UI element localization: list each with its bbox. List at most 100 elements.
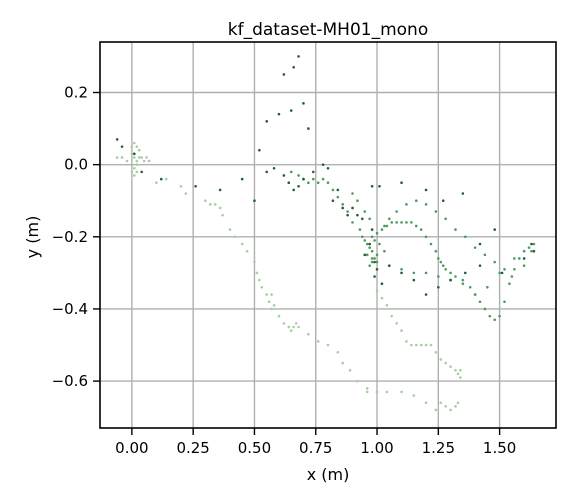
data-point [336, 350, 340, 354]
data-point [478, 264, 482, 267]
data-point [115, 156, 119, 159]
data-point [282, 73, 286, 76]
data-point [255, 271, 259, 275]
data-point [194, 185, 197, 188]
data-point [459, 368, 462, 372]
data-point [434, 350, 438, 354]
data-point [444, 405, 447, 408]
data-point [449, 365, 452, 368]
data-point [233, 235, 237, 239]
data-point [486, 286, 489, 289]
data-point [147, 159, 151, 163]
x-tick-label: 0.50 [238, 439, 271, 457]
data-point [120, 145, 124, 148]
data-point [383, 249, 386, 253]
data-point [424, 293, 428, 296]
data-point [297, 185, 300, 188]
data-point [483, 253, 487, 257]
data-point [133, 174, 136, 177]
data-points [115, 55, 536, 412]
data-point [311, 170, 315, 174]
data-point [493, 318, 497, 322]
data-point [444, 267, 447, 271]
data-point [272, 304, 276, 307]
data-point [449, 271, 452, 275]
data-point [390, 314, 394, 318]
data-point [289, 109, 293, 112]
data-point [522, 264, 526, 267]
data-point [130, 152, 134, 156]
data-point [493, 260, 497, 264]
data-point [321, 177, 325, 181]
data-point [405, 221, 408, 224]
data-point [240, 177, 244, 181]
data-point [385, 224, 389, 228]
data-point [503, 267, 506, 271]
data-point [380, 228, 384, 231]
data-point [135, 163, 139, 166]
data-point [159, 177, 163, 181]
y-tick-label: 0.2 [64, 84, 88, 102]
data-point [400, 221, 403, 224]
data-point [356, 213, 359, 217]
data-point [341, 361, 345, 365]
data-point [130, 145, 134, 148]
data-point [383, 224, 386, 228]
data-point [463, 235, 467, 239]
data-point [370, 235, 374, 239]
data-point [395, 210, 398, 213]
data-point [375, 267, 379, 271]
y-tick-label: −0.2 [52, 228, 88, 246]
data-point [270, 293, 273, 296]
data-point [133, 166, 136, 170]
data-point [368, 246, 371, 249]
data-point [412, 278, 416, 282]
data-point [439, 401, 443, 405]
data-point [454, 228, 457, 231]
data-point [331, 188, 335, 192]
y-tick-label: 0.0 [64, 156, 88, 174]
data-point [414, 199, 418, 203]
data-point [439, 358, 443, 361]
data-point [292, 65, 295, 69]
data-point [380, 282, 384, 286]
data-point [373, 257, 376, 260]
data-point [456, 372, 460, 376]
data-point [365, 390, 369, 394]
data-point [498, 314, 501, 318]
data-point [424, 203, 428, 206]
data-point [292, 325, 295, 329]
data-point [209, 203, 212, 206]
data-point [439, 260, 443, 264]
point-series [289, 170, 536, 322]
data-point [473, 293, 477, 296]
data-point [424, 271, 428, 275]
data-point [412, 271, 416, 275]
data-point [145, 156, 148, 159]
data-point [115, 138, 119, 141]
data-point [456, 401, 460, 405]
data-point [385, 304, 389, 307]
data-point [532, 249, 536, 253]
data-point [510, 275, 514, 278]
data-point [245, 249, 249, 253]
data-point [363, 210, 367, 213]
data-point [356, 199, 359, 203]
data-point [341, 206, 345, 210]
data-point [424, 401, 428, 405]
data-point [326, 343, 330, 347]
data-point [375, 289, 379, 293]
data-point [302, 102, 305, 105]
data-point [454, 405, 457, 408]
data-point [449, 408, 452, 412]
chart-title: kf_dataset-MH01_mono [228, 20, 428, 40]
data-point [454, 368, 457, 372]
data-point [513, 267, 516, 271]
data-point [419, 228, 423, 231]
data-point [461, 278, 465, 282]
data-point [135, 145, 139, 148]
data-point [373, 275, 376, 278]
data-point [441, 199, 445, 203]
data-point [297, 55, 300, 58]
